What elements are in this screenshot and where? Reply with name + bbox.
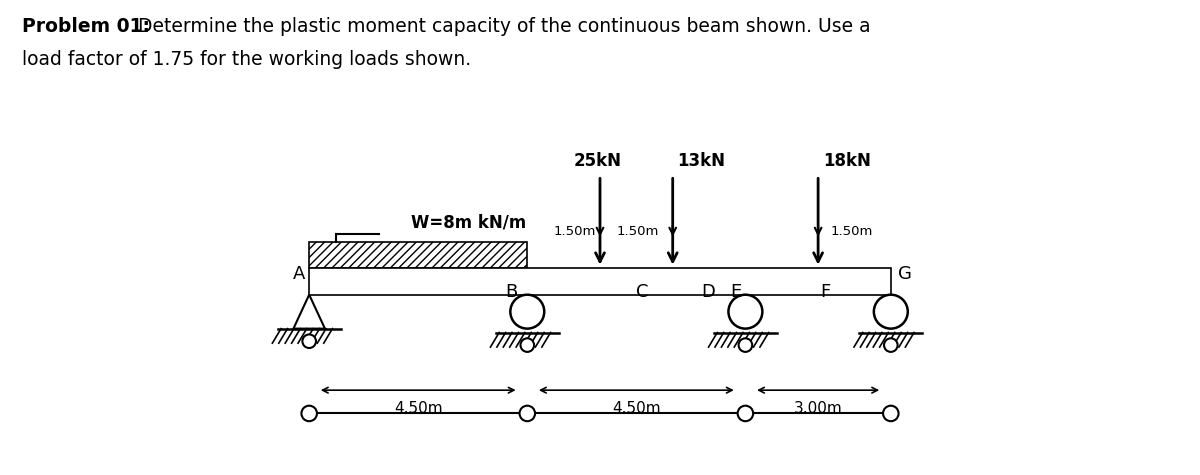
Circle shape: [883, 406, 899, 421]
Text: Determine the plastic moment capacity of the continuous beam shown. Use a: Determine the plastic moment capacity of…: [132, 17, 871, 36]
Text: B: B: [505, 283, 517, 301]
Text: 1.50m: 1.50m: [830, 225, 872, 238]
Text: D: D: [701, 283, 715, 301]
Text: 25kN: 25kN: [574, 152, 622, 170]
Circle shape: [738, 406, 754, 421]
Circle shape: [874, 294, 907, 329]
Circle shape: [510, 294, 545, 329]
Text: 4.50m: 4.50m: [612, 401, 661, 416]
Text: 13kN: 13kN: [678, 152, 726, 170]
Circle shape: [301, 406, 317, 421]
Bar: [310, 267, 890, 294]
Text: 1.50m: 1.50m: [554, 225, 596, 238]
Text: F: F: [821, 283, 830, 301]
Polygon shape: [294, 294, 325, 329]
Circle shape: [521, 338, 534, 352]
Text: 18kN: 18kN: [823, 152, 871, 170]
Circle shape: [884, 338, 898, 352]
Bar: [310, 242, 527, 267]
Circle shape: [302, 334, 316, 348]
Text: Problem 01:: Problem 01:: [22, 17, 150, 36]
Text: 4.50m: 4.50m: [394, 401, 443, 416]
Circle shape: [739, 338, 752, 352]
Circle shape: [520, 406, 535, 421]
Text: G: G: [898, 266, 912, 283]
Text: A: A: [293, 266, 305, 283]
Circle shape: [728, 294, 762, 329]
Text: load factor of 1.75 for the working loads shown.: load factor of 1.75 for the working load…: [22, 50, 470, 69]
Text: C: C: [636, 283, 649, 301]
Text: 1.50m: 1.50m: [617, 225, 659, 238]
Text: 3.00m: 3.00m: [793, 401, 842, 416]
Text: E: E: [731, 283, 742, 301]
Text: W=8m kN/m: W=8m kN/m: [410, 214, 527, 232]
